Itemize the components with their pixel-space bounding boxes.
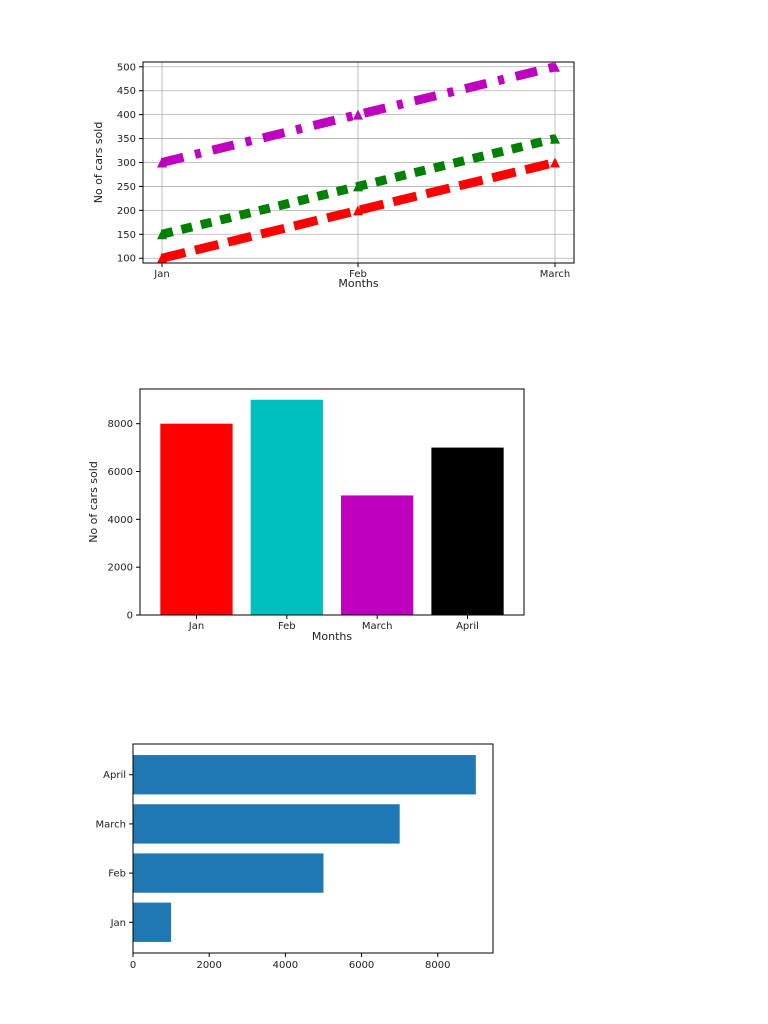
y-tick-label: 8000 [108, 419, 133, 430]
y-tick-label: 150 [117, 230, 136, 241]
bar-chart: Jan Feb March April 0 2000 4000 6000 8000 Months N… [87, 388, 525, 643]
y-tick-label: 2000 [108, 563, 133, 574]
x-tick-label: Jan [153, 269, 169, 280]
y-tick-label: 100 [117, 254, 136, 265]
bar-april [133, 755, 476, 795]
y-tick-label: 0 [127, 611, 133, 622]
bar-feb [250, 399, 323, 615]
x-tick-label: Jan [188, 621, 204, 632]
y-tick-label: Feb [108, 869, 126, 880]
plot-frame [132, 743, 494, 954]
y-tick-label: 6000 [108, 467, 133, 478]
series-1-marker [550, 61, 560, 72]
x-tick-label: 0 [130, 960, 136, 971]
x-tick-label: 2000 [196, 960, 221, 971]
bar-feb [133, 853, 324, 893]
y-tick-label: 450 [117, 86, 136, 97]
bar-april [431, 447, 504, 615]
bar-march [341, 495, 414, 615]
series-1-marker [157, 157, 167, 168]
y-tick-label: 400 [117, 110, 136, 121]
plot-frame [139, 388, 525, 616]
y-tick-label: Jan [110, 918, 126, 929]
y-tick-label: 200 [117, 206, 136, 217]
series-3-marker [550, 157, 560, 168]
x-tick-label: March [362, 621, 392, 632]
y-tick-label: April [103, 770, 126, 781]
series-1-marker [353, 109, 363, 120]
y-axis-label: No of cars sold [87, 461, 100, 543]
y-tick-label: 500 [117, 62, 136, 73]
x-tick-label: Feb [278, 621, 296, 632]
x-tick-label: Feb [349, 269, 367, 280]
series-3-marker [157, 253, 167, 264]
bar-jan [160, 423, 233, 615]
x-axis-label: Months [312, 630, 352, 643]
x-tick-label: March [540, 269, 570, 280]
bar-jan [133, 902, 172, 942]
series-2-marker [157, 229, 167, 240]
y-tick-label: March [96, 819, 126, 830]
y-tick-label: 300 [117, 158, 136, 169]
series-3-marker [353, 205, 363, 216]
y-tick-label: 4000 [108, 515, 133, 526]
x-tick-label: 6000 [349, 960, 374, 971]
y-tick-label: 350 [117, 134, 136, 145]
series-2-marker [550, 133, 560, 144]
x-tick-label: April [456, 621, 479, 632]
x-tick-label: 8000 [425, 960, 450, 971]
series-line-1 [160, 62, 557, 167]
line-chart: 100 150 200 250 300 350 400 450 500 Jan Feb March Mo… [92, 61, 575, 290]
bar-march [133, 804, 400, 844]
x-tick-label: 4000 [273, 960, 298, 971]
series-2-marker [353, 181, 363, 192]
x-axis-label: Months [338, 277, 378, 290]
y-tick-label: 250 [117, 182, 136, 193]
y-axis-label: No of cars sold [92, 122, 105, 204]
horizontal-bar-chart: Jan Feb March April 0 2000 4000 6000 8000 [96, 743, 494, 971]
